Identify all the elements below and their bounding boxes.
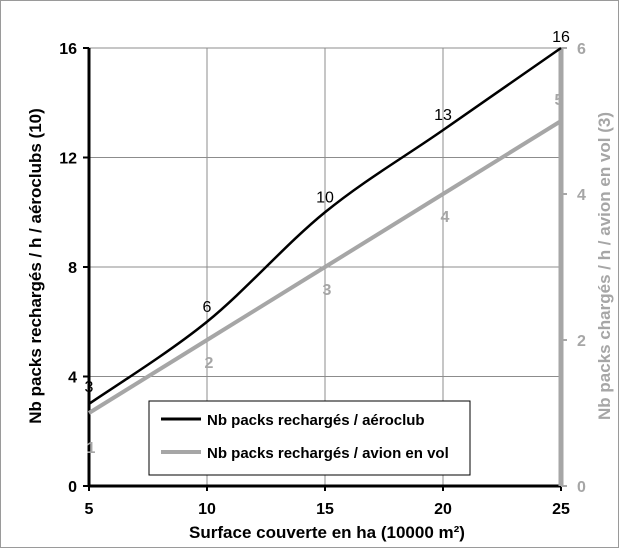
y-left-tick-label: 16 xyxy=(59,41,77,58)
point-label: 10 xyxy=(316,189,334,206)
point-label: 3 xyxy=(85,379,94,396)
y-left-tick-label: 0 xyxy=(68,479,77,496)
x-tick-label: 20 xyxy=(434,501,452,518)
legend-label-aeroclub: Nb packs rechargés / aéroclub xyxy=(207,412,425,429)
point-label: 2 xyxy=(205,355,214,372)
y-left-tick-label: 12 xyxy=(59,151,77,168)
point-label: 4 xyxy=(441,209,450,226)
y-right-tick-label: 2 xyxy=(577,333,586,350)
point-label: 5 xyxy=(555,92,564,109)
x-tick-label: 5 xyxy=(85,501,94,518)
legend-label-avion: Nb packs rechargés / avion en vol xyxy=(207,445,449,462)
point-label: 16 xyxy=(552,29,570,46)
y-right-tick-label: 6 xyxy=(577,41,586,58)
legend-box xyxy=(148,400,471,476)
legend: Nb packs rechargés / aéroclub Nb packs r… xyxy=(148,400,471,476)
y-axis-left-title: Nb packs rechargés / h / aéroclubs (10) xyxy=(26,108,45,424)
series-line-aeroclub xyxy=(88,46,562,405)
point-labels: 3 6 10 13 16 1 2 3 4 5 xyxy=(85,29,570,457)
y-axis-right-title: Nb packs chargés / h / avion en vol (3) xyxy=(595,112,614,420)
point-label: 3 xyxy=(323,282,332,299)
x-axis-title: Surface couverte en ha (10000 m²) xyxy=(189,523,465,542)
x-tick-label: 15 xyxy=(316,501,334,518)
point-label: 13 xyxy=(434,107,452,124)
x-tick-label: 10 xyxy=(198,501,216,518)
series-layer xyxy=(87,46,563,415)
y-right-tick-label: 0 xyxy=(577,479,586,496)
y-left-tick-label: 4 xyxy=(68,370,77,387)
point-label: 1 xyxy=(87,440,96,457)
y-left-tick-label: 8 xyxy=(68,260,77,277)
x-tick-label: 25 xyxy=(552,501,570,518)
y-right-tick-label: 4 xyxy=(577,187,586,204)
series-line-avion xyxy=(87,119,563,415)
point-label: 6 xyxy=(203,299,212,316)
